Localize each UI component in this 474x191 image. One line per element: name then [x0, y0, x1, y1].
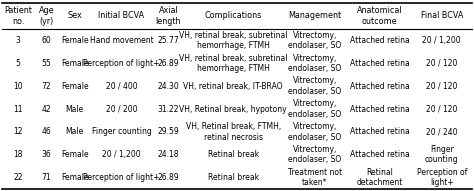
Text: Attached retina: Attached retina [349, 82, 410, 91]
Text: 20 / 400: 20 / 400 [106, 82, 137, 91]
Text: Vitrectomy,
endolaser, SO: Vitrectomy, endolaser, SO [288, 122, 341, 142]
Text: 20 / 1,200: 20 / 1,200 [102, 150, 141, 159]
Text: 24.18: 24.18 [158, 150, 179, 159]
Text: 36: 36 [42, 150, 51, 159]
Text: Axial
length: Axial length [156, 6, 181, 26]
Text: Vitrectomy,
endolaser, SO: Vitrectomy, endolaser, SO [288, 145, 341, 164]
Text: 18: 18 [13, 150, 23, 159]
Text: Treatment not
taken*: Treatment not taken* [288, 168, 342, 187]
Text: 26.89: 26.89 [158, 59, 179, 68]
Text: 12: 12 [13, 127, 23, 136]
Text: 11: 11 [13, 104, 23, 114]
Text: Sex: Sex [67, 11, 82, 20]
Text: Vitrectomy,
endolaser, SO: Vitrectomy, endolaser, SO [288, 76, 341, 96]
Text: Female: Female [61, 59, 89, 68]
Text: Vitrectomy,
endolaser, SO: Vitrectomy, endolaser, SO [288, 99, 341, 119]
Text: 71: 71 [42, 173, 51, 182]
Text: Final BCVA: Final BCVA [420, 11, 463, 20]
Text: 29.59: 29.59 [157, 127, 179, 136]
Text: Perception of
light+: Perception of light+ [417, 168, 467, 187]
Text: Female: Female [61, 173, 89, 182]
Text: Male: Male [65, 104, 84, 114]
Text: Age
(yr): Age (yr) [38, 6, 54, 26]
Text: Vitrectomy,
endolaser, SO: Vitrectomy, endolaser, SO [288, 31, 341, 50]
Text: Anatomical
outcome: Anatomical outcome [356, 6, 402, 26]
Text: 25.77: 25.77 [157, 36, 179, 45]
Text: Retinal break: Retinal break [208, 150, 259, 159]
Text: VH, Retinal break, hypotony: VH, Retinal break, hypotony [180, 104, 287, 114]
Text: 5: 5 [16, 59, 20, 68]
Text: Attached retina: Attached retina [349, 150, 410, 159]
Text: Management: Management [288, 11, 341, 20]
Text: Perception of light+: Perception of light+ [83, 173, 160, 182]
Text: Initial BCVA: Initial BCVA [99, 11, 145, 20]
Text: Attached retina: Attached retina [349, 59, 410, 68]
Text: 20 / 120: 20 / 120 [426, 104, 457, 114]
Text: 60: 60 [42, 36, 51, 45]
Text: 20 / 240: 20 / 240 [426, 127, 457, 136]
Text: Female: Female [61, 82, 89, 91]
Text: Attached retina: Attached retina [349, 36, 410, 45]
Text: 3: 3 [16, 36, 20, 45]
Text: 26.89: 26.89 [158, 173, 179, 182]
Text: Attached retina: Attached retina [349, 127, 410, 136]
Text: 55: 55 [42, 59, 51, 68]
Text: Vitrectomy,
endolaser, SO: Vitrectomy, endolaser, SO [288, 54, 341, 73]
Text: Finger counting: Finger counting [91, 127, 151, 136]
Text: Finger
counting: Finger counting [425, 145, 458, 164]
Text: 72: 72 [42, 82, 51, 91]
Text: 22: 22 [13, 173, 23, 182]
Text: Complications: Complications [205, 11, 262, 20]
Text: 20 / 200: 20 / 200 [106, 104, 137, 114]
Text: Female: Female [61, 150, 89, 159]
Text: Attached retina: Attached retina [349, 104, 410, 114]
Text: 46: 46 [42, 127, 51, 136]
Text: Retinal
detachment: Retinal detachment [356, 168, 402, 187]
Text: VH, retinal break, IT-BRAO: VH, retinal break, IT-BRAO [183, 82, 283, 91]
Text: 20 / 120: 20 / 120 [426, 59, 457, 68]
Text: Retinal break: Retinal break [208, 173, 259, 182]
Text: VH, retinal break, subretinal
hemorrhage, FTMH: VH, retinal break, subretinal hemorrhage… [179, 31, 288, 50]
Text: 20 / 1,200: 20 / 1,200 [422, 36, 461, 45]
Text: Patient
no.: Patient no. [4, 6, 32, 26]
Text: VH, Retinal break, FTMH,
retinal necrosis: VH, Retinal break, FTMH, retinal necrosi… [186, 122, 281, 142]
Text: VH, retinal break, subretinal
hemorrhage, FTMH: VH, retinal break, subretinal hemorrhage… [179, 54, 288, 73]
Text: Female: Female [61, 36, 89, 45]
Text: 24.30: 24.30 [157, 82, 179, 91]
Text: 10: 10 [13, 82, 23, 91]
Text: Perception of light+: Perception of light+ [83, 59, 160, 68]
Text: 31.22: 31.22 [158, 104, 179, 114]
Text: 20 / 120: 20 / 120 [426, 82, 457, 91]
Text: Male: Male [65, 127, 84, 136]
Text: Hand movement: Hand movement [90, 36, 154, 45]
Text: 42: 42 [42, 104, 51, 114]
